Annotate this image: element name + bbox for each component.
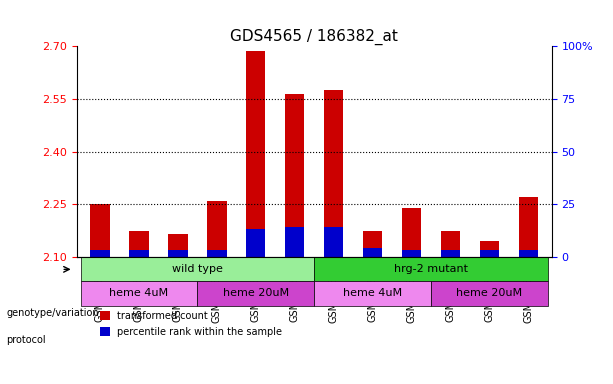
FancyBboxPatch shape — [431, 281, 548, 306]
Bar — [129, 231, 149, 257]
FancyBboxPatch shape — [314, 281, 431, 306]
Bar — [246, 51, 265, 257]
Text: heme 20uM: heme 20uM — [223, 288, 289, 298]
Title: GDS4565 / 186382_at: GDS4565 / 186382_at — [230, 28, 398, 45]
Bar — [519, 250, 538, 257]
FancyBboxPatch shape — [80, 257, 314, 281]
Bar — [441, 231, 460, 257]
Bar — [363, 248, 383, 257]
Bar — [324, 227, 343, 257]
Text: heme 4uM: heme 4uM — [109, 288, 169, 298]
Text: hrg-2 mutant: hrg-2 mutant — [394, 264, 468, 274]
Bar — [207, 201, 227, 257]
Bar — [168, 250, 188, 257]
Text: percentile rank within the sample: percentile rank within the sample — [117, 327, 282, 337]
Bar — [129, 250, 149, 257]
Bar — [519, 197, 538, 257]
Bar — [402, 250, 421, 257]
Bar — [101, 327, 110, 336]
Bar — [363, 231, 383, 257]
Bar — [90, 250, 110, 257]
Bar — [479, 242, 499, 257]
Bar — [90, 204, 110, 257]
Bar — [402, 208, 421, 257]
Text: protocol: protocol — [6, 335, 46, 345]
Bar — [479, 250, 499, 257]
Bar — [324, 90, 343, 257]
Text: heme 4uM: heme 4uM — [343, 288, 402, 298]
Bar — [285, 227, 305, 257]
Bar — [168, 234, 188, 257]
Text: heme 20uM: heme 20uM — [456, 288, 522, 298]
Bar — [285, 94, 305, 257]
FancyBboxPatch shape — [314, 257, 548, 281]
Bar — [101, 311, 110, 320]
Bar — [207, 250, 227, 257]
Bar — [246, 229, 265, 257]
Text: wild type: wild type — [172, 264, 223, 274]
FancyBboxPatch shape — [80, 281, 197, 306]
Text: genotype/variation: genotype/variation — [6, 308, 99, 318]
Bar — [441, 250, 460, 257]
Text: transformed count: transformed count — [117, 311, 208, 321]
FancyBboxPatch shape — [197, 281, 314, 306]
